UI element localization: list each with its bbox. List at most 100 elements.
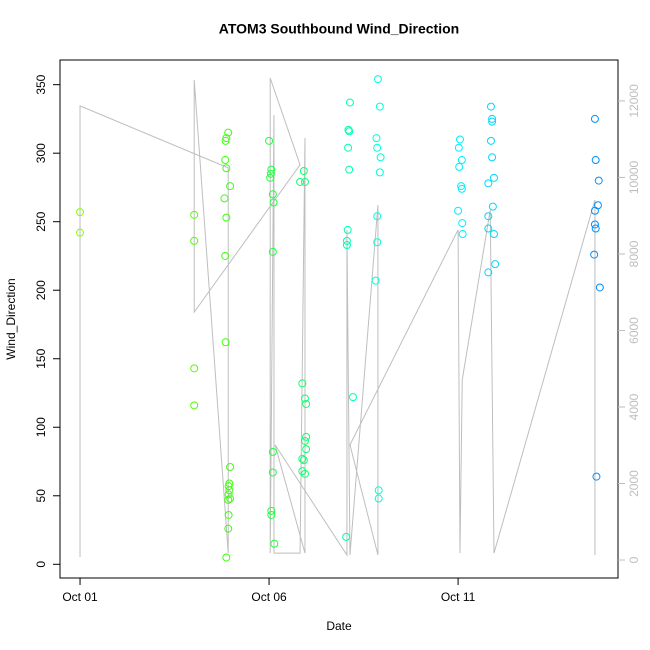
data-point (300, 436, 309, 445)
data-point (484, 268, 493, 277)
data-point (374, 494, 383, 503)
y-tick-label: 350 (34, 74, 48, 94)
data-point (226, 494, 235, 503)
data-point (375, 168, 384, 177)
data-point (221, 251, 230, 260)
data-point (76, 208, 85, 217)
data-point (491, 260, 500, 269)
data-point (190, 364, 199, 373)
data-point (300, 394, 309, 403)
data-point (266, 173, 275, 182)
data-point (222, 164, 231, 173)
data-point (343, 225, 352, 234)
data-point (267, 506, 276, 515)
data-point (220, 194, 229, 203)
y-axis-label: Wind_Direction (4, 278, 18, 359)
data-point (342, 236, 351, 245)
y-tick-label: 300 (34, 143, 48, 163)
x-tick-label: Oct 06 (251, 590, 287, 604)
data-point (267, 165, 276, 174)
x-axis-label: Date (326, 619, 352, 633)
data-point (454, 206, 463, 215)
data-point (298, 454, 307, 463)
data-point (302, 432, 311, 441)
data-point (373, 143, 382, 152)
data-point (484, 224, 493, 233)
data-point (268, 190, 277, 199)
y2-tick-label: 6000 (627, 317, 641, 344)
data-point (595, 283, 604, 292)
plot-frame (59, 59, 619, 579)
data-point (375, 102, 384, 111)
data-point (458, 230, 467, 239)
y-tick-label: 100 (34, 417, 48, 437)
data-point (455, 162, 464, 171)
data-point (269, 198, 278, 207)
x-tick-label: Oct 01 (62, 590, 98, 604)
data-point (298, 379, 307, 388)
data-point (371, 276, 380, 285)
data-point (221, 136, 230, 145)
y2-tick-label: 8000 (627, 240, 641, 267)
data-point (222, 553, 231, 562)
data-point (190, 236, 199, 245)
y2-tick-label: 12000 (627, 84, 641, 118)
data-point (224, 482, 233, 491)
data-point (299, 167, 308, 175)
y-tick-label: 250 (34, 211, 48, 231)
data-point (490, 230, 498, 239)
data-point (221, 338, 230, 347)
data-point (224, 128, 233, 137)
data-point (458, 219, 467, 228)
data-point (486, 136, 495, 145)
x-tick-label: Oct 11 (441, 590, 476, 604)
data-line (79, 77, 596, 557)
data-point (266, 169, 275, 178)
chart-title: ATOM3 Southbound Wind_Direction (219, 21, 459, 37)
y2-tick-label: 2000 (627, 470, 641, 497)
data-point (226, 182, 235, 191)
data-point (221, 156, 230, 165)
data-point (484, 212, 493, 221)
data-point (268, 447, 277, 456)
data-point (302, 399, 311, 408)
data-point (225, 486, 234, 495)
data-point (298, 467, 307, 476)
data-point (224, 495, 233, 504)
data-point (457, 156, 466, 165)
data-point (373, 75, 382, 84)
data-point (373, 238, 382, 247)
data-point (300, 469, 309, 478)
data-point (488, 153, 497, 162)
data-point (224, 524, 233, 533)
data-point (342, 241, 351, 249)
data-point (376, 153, 385, 162)
data-point (590, 250, 599, 259)
data-point (344, 143, 353, 152)
data-point (342, 532, 351, 541)
data-point (454, 143, 463, 152)
data-point (224, 510, 233, 519)
data-point (224, 490, 233, 499)
data-point (268, 247, 277, 256)
data-point (372, 134, 381, 143)
data-point (592, 472, 601, 481)
y2-tick-label: 10000 (627, 160, 641, 194)
data-point (296, 177, 305, 186)
data-point (374, 486, 383, 495)
data-point (345, 127, 354, 136)
data-point (488, 117, 497, 126)
y2-tick-label: 0 (627, 556, 641, 563)
data-point (488, 202, 497, 211)
data-point (226, 463, 235, 471)
data-point (590, 114, 599, 123)
data-point (299, 456, 308, 465)
data-point (490, 173, 498, 182)
data-point (267, 510, 276, 519)
y-tick-label: 0 (34, 561, 48, 568)
data-point (190, 210, 199, 219)
data-point (455, 135, 464, 144)
data-point (265, 136, 274, 145)
data-point (268, 468, 277, 477)
